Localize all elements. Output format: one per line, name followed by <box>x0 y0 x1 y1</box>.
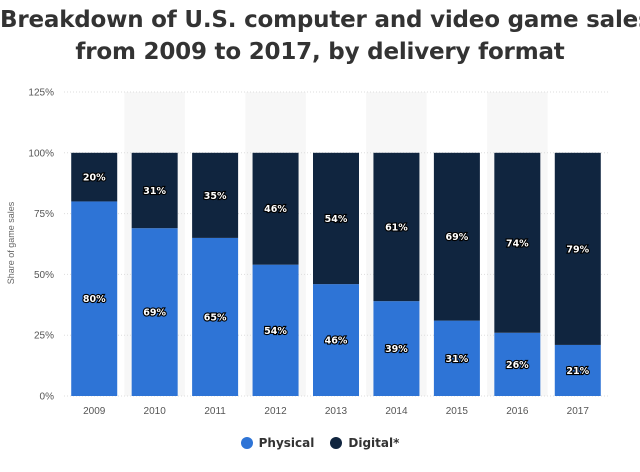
bar-digital-2010 <box>131 152 178 229</box>
legend-item[interactable]: Physical <box>240 436 315 450</box>
x-tick-label: 2016 <box>506 406 529 417</box>
chart-title: Breakdown of U.S. computer and video gam… <box>0 4 640 68</box>
data-label-digital-2013: 54% <box>325 214 348 225</box>
data-label-digital-2016: 74% <box>506 238 529 249</box>
legend-marker <box>330 437 343 449</box>
data-label-digital-2017: 79% <box>566 244 589 255</box>
x-axis-ticks: 2009 2010 2011 2012 2013 2014 2015 2016 2017 <box>83 406 589 417</box>
data-label-physical-2013: 46% <box>325 336 348 347</box>
chart-title-line-1: Breakdown of U.S. computer and video gam… <box>0 7 640 33</box>
bar-physical-2011 <box>192 237 239 396</box>
y-tick-label: 25% <box>34 331 54 342</box>
bar-digital-2015 <box>433 152 480 321</box>
bars <box>71 152 601 396</box>
data-label-physical-2011: 65% <box>204 312 227 323</box>
bar-digital-2014 <box>373 152 420 302</box>
y-axis-ticks: 0% 25% 50% 75% 100% 125% <box>28 88 54 403</box>
data-label-digital-2011: 35% <box>204 191 227 202</box>
x-tick-label: 2015 <box>446 406 469 417</box>
data-label-digital-2009: 20% <box>83 173 106 184</box>
y-tick-label: 125% <box>28 88 54 99</box>
data-label-digital-2015: 69% <box>446 232 469 243</box>
legend-item[interactable]: Digital* <box>330 436 399 450</box>
bar-physical-2016 <box>494 332 541 396</box>
bar-physical-2010 <box>131 228 178 396</box>
legend-label: Digital* <box>348 436 400 450</box>
bar-physical-2014 <box>373 301 420 396</box>
bar-physical-2015 <box>433 320 480 396</box>
bar-digital-2011 <box>192 152 239 238</box>
x-tick-label: 2017 <box>567 406 590 417</box>
bar-digital-2012 <box>252 152 299 265</box>
bar-physical-2013 <box>313 284 359 396</box>
legend-marker <box>240 437 253 449</box>
y-axis-label: Share of game sales <box>6 201 16 284</box>
data-label-physical-2012: 54% <box>264 326 287 337</box>
bar-digital-2013 <box>313 152 359 285</box>
y-tick-label: 0% <box>40 392 55 403</box>
bar-physical-2017 <box>554 344 601 396</box>
data-label-digital-2012: 46% <box>264 204 287 215</box>
data-label-digital-2010: 31% <box>143 186 166 197</box>
y-tick-label: 50% <box>34 270 54 281</box>
x-tick-label: 2012 <box>264 406 287 417</box>
data-label-physical-2014: 39% <box>385 344 408 355</box>
bar-digital-2016 <box>494 152 541 333</box>
data-label-physical-2016: 26% <box>506 360 529 371</box>
x-tick-label: 2014 <box>385 406 408 417</box>
data-label-physical-2009: 80% <box>83 294 106 305</box>
x-tick-label: 2010 <box>144 406 167 417</box>
legend-label: Physical <box>258 436 315 450</box>
data-label-physical-2015: 31% <box>446 354 469 365</box>
chart-title-line-2: from 2009 to 2017, by delivery format <box>75 39 565 65</box>
y-tick-label: 75% <box>34 209 54 220</box>
legend: Physical Digital* <box>0 436 640 452</box>
bar-digital-2009 <box>71 152 118 202</box>
bar-physical-2009 <box>71 201 118 396</box>
bar-physical-2012 <box>252 264 299 396</box>
data-labels: 80% 20% 69% 31% 65% 35% 54% 46% 46% 54% 39% 61% 31% 6… <box>82 172 591 379</box>
y-tick-label: 100% <box>28 148 54 159</box>
bar-digital-2017 <box>554 152 601 345</box>
x-tick-label: 2011 <box>204 406 226 417</box>
data-label-physical-2017: 21% <box>566 366 589 377</box>
data-label-digital-2014: 61% <box>385 222 408 233</box>
x-tick-label: 2009 <box>83 406 106 417</box>
x-tick-label: 2013 <box>325 406 348 417</box>
data-label-physical-2010: 69% <box>143 308 166 319</box>
